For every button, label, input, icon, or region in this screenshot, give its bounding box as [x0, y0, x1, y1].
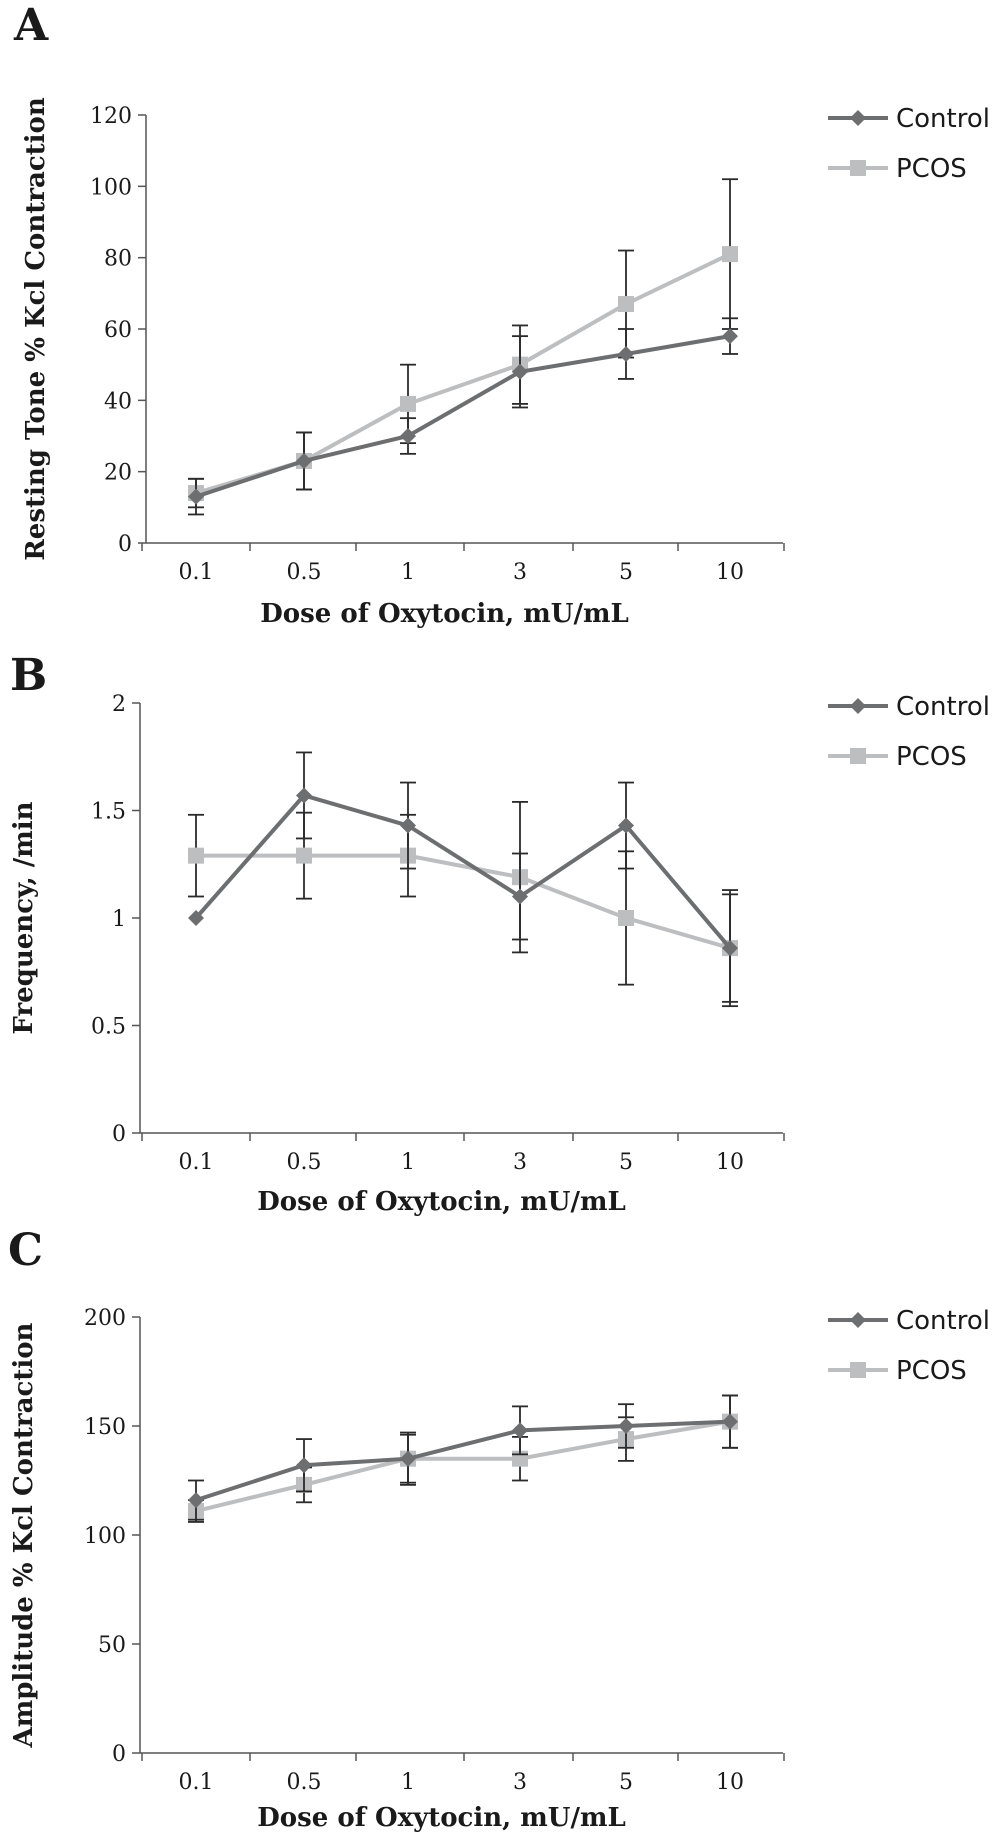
data-point: [722, 246, 738, 263]
legend-label: PCOS: [896, 742, 967, 772]
x-tick-label: 1: [401, 1770, 415, 1795]
series-pcos: [188, 178, 738, 509]
legend-label: Control: [896, 692, 990, 722]
data-point: [722, 1413, 738, 1430]
series-line: [195, 334, 731, 499]
x-tick-label: 3: [513, 1770, 527, 1795]
data-point: [618, 345, 634, 362]
data-point: [296, 847, 312, 864]
x-tick-label: 3: [513, 560, 527, 585]
data-point: [188, 488, 204, 505]
y-tick-label: 40: [104, 389, 132, 414]
x-tick-label: 10: [716, 1770, 744, 1795]
data-point: [296, 452, 312, 469]
y-tick-label: 100: [84, 1524, 126, 1549]
series-line: [195, 1419, 731, 1513]
data-point: [618, 296, 634, 313]
data-point: [400, 428, 416, 444]
x-tick-label: 10: [716, 560, 744, 585]
series-line: [195, 252, 731, 495]
x-tick-label: 0.1: [179, 560, 214, 585]
legend-marker-diamond: [850, 1312, 866, 1328]
data-point: [618, 910, 634, 926]
legend: Control PCOS: [828, 1306, 990, 1386]
x-axis-title: Dose of Oxytocin, mU/mL: [260, 599, 629, 629]
legend: Control PCOS: [828, 692, 990, 772]
y-axis-title: Resting Tone % Kcl Contraction: [21, 97, 51, 561]
series-line: [194, 793, 732, 950]
panel-letter: A: [13, 0, 49, 51]
x-tick-label: 0.1: [179, 1770, 214, 1795]
x-axis-title: Dose of Oxytocin, mU/mL: [257, 1187, 626, 1217]
chart-panel-b: B 0 0.5 1 1.5 2 0.1 0.5 1 3 5 10 Dose of Oxytocin, m…: [9, 650, 990, 1217]
y-tick-label: 1: [112, 907, 126, 932]
y-tick-label: 0: [118, 532, 132, 557]
y-tick-label: 0: [112, 1122, 126, 1147]
data-point: [512, 888, 528, 905]
data-point: [400, 817, 416, 834]
x-tick-label: 5: [619, 560, 633, 585]
x-tick-label: 0.5: [287, 1150, 322, 1175]
y-tick-label: 20: [104, 461, 132, 486]
y-tick-label: 120: [90, 104, 132, 129]
panel-letter: C: [8, 1225, 43, 1276]
y-tick-label: 80: [104, 247, 132, 272]
data-point: [722, 940, 738, 957]
x-tick-label: 5: [619, 1770, 633, 1795]
data-point: [722, 328, 738, 345]
x-tick-label: 0.5: [287, 1770, 322, 1795]
x-axis-title: Dose of Oxytocin, mU/mL: [257, 1803, 626, 1832]
data-point: [618, 1418, 634, 1434]
series-control: [188, 1394, 738, 1521]
x-tick-label: 3: [513, 1150, 527, 1175]
series-control: [188, 317, 738, 516]
legend-marker-diamond: [850, 698, 866, 714]
y-axis-title: Frequency, /min: [9, 801, 39, 1034]
data-point: [188, 910, 204, 926]
series-line: [195, 1419, 731, 1503]
x-tick-label: 0.1: [179, 1150, 214, 1175]
y-tick-label: 1.5: [91, 800, 126, 825]
legend-label: PCOS: [896, 1356, 967, 1386]
data-point: [618, 817, 634, 834]
x-tick-label: 1: [401, 560, 415, 585]
series-line: [196, 853, 731, 951]
y-tick-label: 0: [112, 1742, 126, 1767]
data-point: [512, 1422, 528, 1439]
y-tick-label: 100: [90, 175, 132, 200]
legend-marker-square: [850, 160, 866, 176]
panel-letter: B: [10, 650, 47, 701]
data-point: [188, 847, 204, 864]
data-point: [188, 1492, 204, 1509]
legend-label: PCOS: [896, 154, 967, 184]
legend-marker-square: [850, 748, 866, 764]
legend-marker-diamond: [850, 110, 866, 126]
y-tick-label: 150: [84, 1415, 126, 1440]
legend-marker-square: [850, 1362, 866, 1378]
chart-panel-a: A 0 20 40 60 80 100 120 0.1 0.5 1 3 5 10 Dose of Oxyto…: [13, 0, 990, 629]
chart-panel-c: C 0 50 100 150 200 0.1 0.5 1 3 5 10 Dose of Oxytocin…: [8, 1225, 990, 1832]
data-point: [296, 787, 312, 804]
x-tick-label: 1: [401, 1150, 415, 1175]
x-tick-label: 10: [716, 1150, 744, 1175]
legend: Control PCOS: [828, 104, 990, 184]
data-point: [400, 395, 416, 412]
data-point: [512, 363, 528, 380]
y-tick-label: 0.5: [91, 1015, 126, 1040]
data-point: [400, 1450, 416, 1467]
legend-label: Control: [896, 104, 990, 134]
y-tick-label: 60: [104, 318, 132, 343]
y-tick-label: 200: [84, 1306, 126, 1331]
data-point: [296, 1457, 312, 1474]
x-tick-label: 0.5: [287, 560, 322, 585]
legend-label: Control: [896, 1306, 990, 1336]
x-tick-label: 5: [619, 1150, 633, 1175]
y-axis-title: Amplitude % Kcl Contraction: [9, 1322, 39, 1748]
series-control: [188, 751, 738, 1003]
y-tick-label: 50: [98, 1633, 126, 1658]
y-tick-label: 2: [112, 692, 126, 717]
series-pcos: [188, 1394, 738, 1523]
